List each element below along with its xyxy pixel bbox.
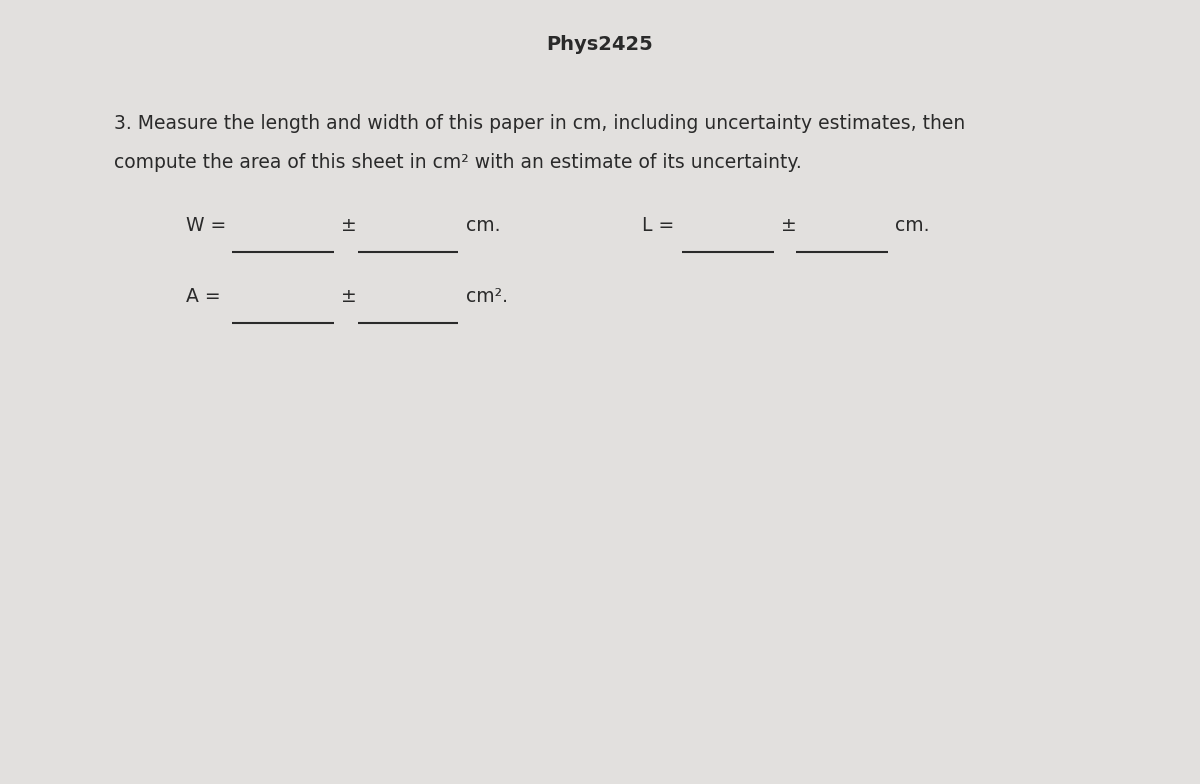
Text: cm².: cm².: [466, 287, 508, 306]
Text: 3. Measure the length and width of this paper in cm, including uncertainty estim: 3. Measure the length and width of this …: [114, 114, 965, 132]
Text: Phys2425: Phys2425: [547, 35, 653, 54]
Text: cm.: cm.: [895, 216, 930, 235]
Text: ±: ±: [781, 216, 797, 235]
Text: L =: L =: [642, 216, 674, 235]
Text: ±: ±: [341, 287, 356, 306]
Text: cm.: cm.: [466, 216, 500, 235]
Text: compute the area of this sheet in cm² with an estimate of its uncertainty.: compute the area of this sheet in cm² wi…: [114, 153, 802, 172]
Text: W =: W =: [186, 216, 227, 235]
Text: ±: ±: [341, 216, 356, 235]
Text: A =: A =: [186, 287, 221, 306]
